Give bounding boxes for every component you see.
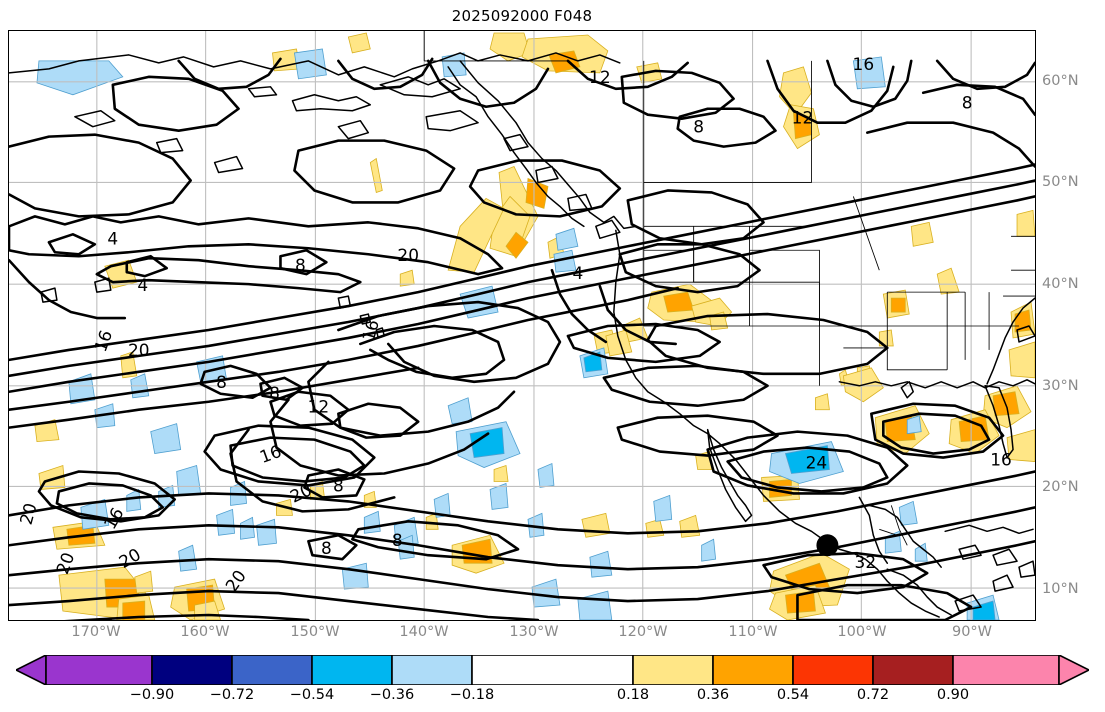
lon-tick-120w: 120°W bbox=[618, 624, 668, 640]
colorbar-swatch-9 bbox=[872, 655, 954, 685]
colorbar-extend-max bbox=[1058, 655, 1089, 685]
svg-text:28: 28 bbox=[29, 617, 56, 620]
colorbar-label-1: −0.72 bbox=[209, 687, 255, 703]
colorbar-label-3: −0.36 bbox=[369, 687, 415, 703]
lon-tick-140w: 140°W bbox=[399, 624, 449, 640]
svg-text:20: 20 bbox=[16, 501, 41, 527]
colorbar-swatch-4 bbox=[391, 655, 473, 685]
colorbar[interactable] bbox=[16, 655, 1089, 685]
lon-tick-150w: 150°W bbox=[290, 624, 340, 640]
svg-text:4: 4 bbox=[107, 228, 118, 248]
svg-text:16: 16 bbox=[358, 317, 383, 343]
svg-text:20: 20 bbox=[128, 340, 150, 360]
svg-text:12: 12 bbox=[308, 397, 330, 417]
storm-position-marker[interactable] bbox=[816, 534, 839, 557]
colorbar-label-4: −0.18 bbox=[449, 687, 495, 703]
colorbar-label-8: 0.72 bbox=[856, 687, 890, 703]
colorbar-swatch-8 bbox=[792, 655, 874, 685]
svg-text:8: 8 bbox=[333, 475, 344, 495]
svg-text:8: 8 bbox=[295, 255, 306, 275]
lat-tick-60n: 60°N bbox=[1042, 73, 1079, 89]
lat-tick-20n: 20°N bbox=[1042, 479, 1079, 495]
colorbar-swatch-0 bbox=[45, 655, 153, 685]
colorbar-label-2: −0.54 bbox=[289, 687, 335, 703]
wind-contours bbox=[9, 57, 1035, 620]
colorbar-label-5: 0.18 bbox=[616, 687, 650, 703]
svg-text:16: 16 bbox=[853, 54, 875, 74]
svg-text:4: 4 bbox=[137, 275, 148, 295]
colorbar-swatch-6 bbox=[632, 655, 714, 685]
svg-text:4: 4 bbox=[572, 263, 583, 283]
svg-text:24: 24 bbox=[93, 616, 115, 620]
svg-text:20: 20 bbox=[52, 550, 78, 577]
svg-text:8: 8 bbox=[693, 117, 704, 137]
colorbar-swatch-5 bbox=[471, 655, 634, 685]
lon-tick-100w: 100°W bbox=[837, 624, 887, 640]
colorbar-label-0: −0.90 bbox=[129, 687, 175, 703]
page-title: 2025092000 F048 bbox=[451, 7, 593, 25]
svg-text:8: 8 bbox=[392, 530, 403, 550]
political-borders bbox=[423, 31, 1035, 546]
colorbar-label-6: 0.36 bbox=[696, 687, 730, 703]
svg-text:8: 8 bbox=[321, 538, 332, 558]
colorbar-swatch-10 bbox=[952, 655, 1060, 685]
colorbar-swatch-7 bbox=[712, 655, 794, 685]
gridlines bbox=[9, 31, 1035, 620]
svg-text:12: 12 bbox=[589, 67, 611, 87]
colorbar-label-9: 0.90 bbox=[936, 687, 970, 703]
lon-tick-130w: 130°W bbox=[509, 624, 559, 640]
svg-text:16: 16 bbox=[90, 327, 116, 354]
svg-text:16: 16 bbox=[990, 450, 1012, 470]
map-plot-area[interactable]: 4 4 4 8 8 8 8 8 8 8 8 12 12 12 16 16 16 … bbox=[8, 30, 1036, 621]
svg-text:8: 8 bbox=[962, 93, 973, 113]
svg-text:32: 32 bbox=[855, 552, 877, 572]
lon-tick-90w: 90°W bbox=[951, 624, 993, 640]
svg-text:8: 8 bbox=[216, 372, 227, 392]
lat-tick-30n: 30°N bbox=[1042, 378, 1079, 394]
lat-tick-10n: 10°N bbox=[1042, 581, 1079, 597]
colorbar-graphic bbox=[16, 655, 1089, 685]
lat-tick-50n: 50°N bbox=[1042, 174, 1079, 190]
colorbar-label-7: 0.54 bbox=[776, 687, 810, 703]
svg-text:8: 8 bbox=[269, 383, 280, 403]
svg-text:24: 24 bbox=[806, 453, 828, 473]
colorbar-swatch-3 bbox=[311, 655, 393, 685]
lon-tick-160w: 160°W bbox=[180, 624, 230, 640]
svg-text:20: 20 bbox=[397, 245, 419, 265]
colorbar-swatch-1 bbox=[151, 655, 233, 685]
colorbar-swatch-2 bbox=[231, 655, 313, 685]
map-graphic: 4 4 4 8 8 8 8 8 8 8 8 12 12 12 16 16 16 … bbox=[9, 31, 1035, 620]
lon-tick-110w: 110°W bbox=[728, 624, 778, 640]
svg-text:12: 12 bbox=[792, 108, 814, 128]
svg-text:16: 16 bbox=[257, 441, 284, 467]
colorbar-extend-min bbox=[16, 655, 47, 685]
lat-tick-40n: 40°N bbox=[1042, 276, 1079, 292]
lon-tick-170w: 170°W bbox=[71, 624, 121, 640]
